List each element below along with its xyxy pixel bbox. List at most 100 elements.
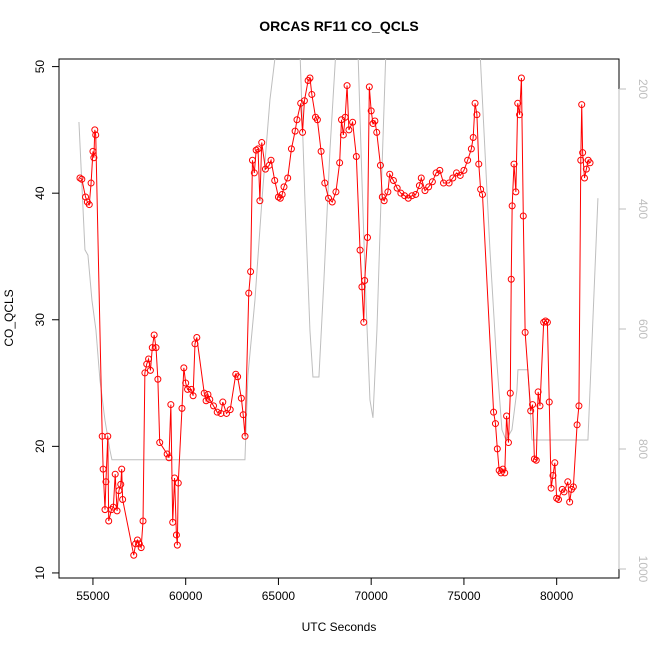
data-point <box>202 397 210 405</box>
data-point <box>141 369 149 377</box>
data-point <box>540 318 548 326</box>
data-point <box>512 188 520 196</box>
data-point <box>308 90 316 98</box>
y-tick-label: 30 <box>33 313 47 327</box>
y-tick-label: 20 <box>33 439 47 453</box>
data-point <box>534 388 542 396</box>
data-point <box>564 478 572 486</box>
data-point <box>586 159 594 167</box>
data-point <box>456 171 464 179</box>
data-point <box>384 188 392 196</box>
data-point <box>425 183 433 191</box>
data-point <box>284 174 292 182</box>
data-point <box>507 275 515 283</box>
data-point <box>250 169 258 177</box>
y2-tick-label: 400 <box>636 199 650 219</box>
data-point <box>367 107 375 115</box>
data-point <box>165 454 173 462</box>
data-point <box>445 179 453 187</box>
data-point <box>248 156 256 164</box>
data-point <box>193 333 201 341</box>
x-axis-label: UTC Seconds <box>302 620 377 634</box>
data-point <box>200 389 208 397</box>
data-point <box>278 190 286 198</box>
data-point <box>146 366 154 374</box>
data-point <box>111 470 119 478</box>
data-point <box>254 145 262 153</box>
data-point <box>341 113 349 121</box>
data-point <box>349 118 357 126</box>
data-point <box>542 317 550 325</box>
data-point <box>577 156 585 164</box>
data-point <box>527 407 535 415</box>
data-point <box>460 166 468 174</box>
data-point <box>471 99 479 107</box>
data-point <box>325 194 333 202</box>
data-point <box>169 518 177 526</box>
data-point <box>117 480 125 488</box>
data-point <box>187 385 195 393</box>
data-point <box>575 402 583 410</box>
data-point <box>150 331 158 339</box>
data-point <box>510 160 518 168</box>
data-point <box>226 406 234 414</box>
data-point <box>287 145 295 153</box>
data-point <box>91 126 99 134</box>
y2-tick-label: 800 <box>636 439 650 459</box>
data-point <box>105 517 113 525</box>
secondary-line <box>78 59 599 461</box>
data-point <box>573 421 581 429</box>
x-tick-label: 55000 <box>76 589 110 603</box>
data-point <box>449 174 457 182</box>
data-point <box>252 146 260 154</box>
data-point <box>172 531 180 539</box>
data-point <box>467 145 475 153</box>
data-point <box>184 385 192 393</box>
data-point <box>113 507 121 515</box>
data-point <box>493 445 501 453</box>
data-point <box>378 193 386 201</box>
data-point <box>393 184 401 192</box>
data-point <box>545 398 553 406</box>
y-axis-label: CO_QCLS <box>2 289 16 346</box>
data-point <box>130 551 138 559</box>
data-point <box>360 318 368 326</box>
data-point <box>473 111 481 119</box>
data-point <box>152 344 160 352</box>
data-point <box>180 364 188 372</box>
data-point <box>222 409 230 417</box>
data-point <box>163 450 171 458</box>
series-line <box>79 76 591 556</box>
data-point <box>178 404 186 412</box>
data-point <box>343 82 351 90</box>
data-point <box>156 439 164 447</box>
data-point <box>501 469 509 477</box>
data-point <box>137 544 145 552</box>
data-point <box>336 159 344 167</box>
data-point <box>345 126 353 134</box>
data-point <box>491 420 499 428</box>
data-point <box>135 540 143 548</box>
data-point <box>464 156 472 164</box>
data-point <box>417 174 425 182</box>
data-point <box>560 488 568 496</box>
y-tick-label: 40 <box>33 186 47 200</box>
data-point <box>90 154 98 162</box>
data-point <box>219 398 227 406</box>
data-point <box>173 541 181 549</box>
data-point <box>361 277 369 285</box>
data-point <box>551 459 559 467</box>
y-tick-label: 10 <box>33 566 47 580</box>
data-point <box>132 540 140 548</box>
data-point <box>258 139 266 147</box>
data-point <box>234 373 242 381</box>
x-tick-label: 70000 <box>354 589 388 603</box>
data-point <box>408 192 416 200</box>
data-point <box>256 197 264 205</box>
data-point <box>569 483 577 491</box>
data-point <box>386 170 394 178</box>
data-point <box>267 156 275 164</box>
data-point <box>104 432 112 440</box>
data-point <box>566 498 574 506</box>
data-point <box>469 133 477 141</box>
